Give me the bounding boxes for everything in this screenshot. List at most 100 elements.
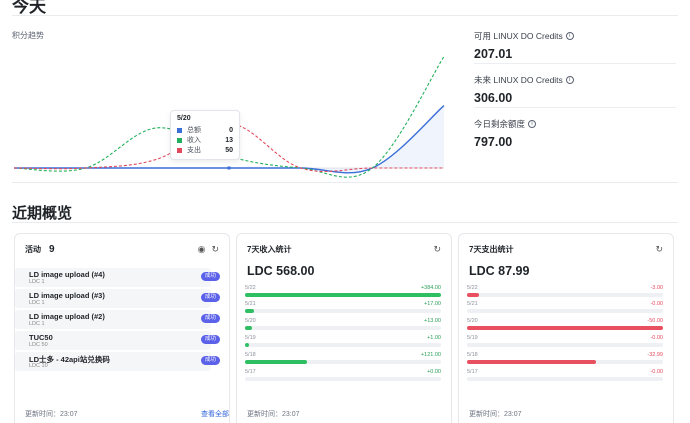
progress-track bbox=[467, 309, 663, 313]
row-date: 5/22 bbox=[467, 285, 478, 291]
eye-icon[interactable]: ◉ bbox=[197, 244, 206, 254]
activity-item-title: TUC50 bbox=[29, 333, 53, 342]
stat-label: 今日剩余额度 bbox=[474, 119, 526, 129]
updated-time: 更新时间：23:07 bbox=[247, 411, 300, 418]
activity-item[interactable]: LD image upload (#3) LDC 1 成功 bbox=[15, 289, 220, 308]
stat-value: 207.01 bbox=[474, 47, 513, 61]
row-amount: +121.00 bbox=[420, 352, 441, 358]
legend-swatch bbox=[177, 127, 182, 133]
tooltip-date: 5/20 bbox=[177, 115, 191, 122]
row-amount: +0.00 bbox=[427, 369, 441, 375]
row-date: 5/22 bbox=[245, 285, 256, 291]
refresh-icon[interactable]: ↻ bbox=[655, 244, 663, 254]
legend-swatch bbox=[177, 137, 182, 143]
row-amount: -0.00 bbox=[650, 301, 663, 307]
progress-fill bbox=[245, 343, 249, 347]
refresh-icon[interactable]: ↻ bbox=[211, 244, 219, 254]
stat-value: 797.00 bbox=[474, 135, 513, 149]
status-badge: 成功 bbox=[201, 335, 220, 344]
row-date: 5/17 bbox=[467, 369, 478, 375]
row-date: 5/20 bbox=[467, 318, 478, 324]
row-amount: +1.00 bbox=[427, 335, 441, 341]
progress-track bbox=[245, 360, 441, 364]
activity-item[interactable]: LD image upload (#4) LDC 1 成功 bbox=[15, 268, 220, 287]
updated-time: 更新时间：23:07 bbox=[25, 411, 78, 418]
info-icon[interactable]: i bbox=[565, 32, 574, 40]
info-icon[interactable]: i bbox=[565, 76, 574, 84]
progress-fill bbox=[467, 360, 597, 364]
progress-fill bbox=[245, 309, 254, 313]
activity-item-amount: LDC 50 bbox=[29, 342, 48, 348]
row-date: 5/19 bbox=[467, 335, 478, 341]
tooltip-series-value: 0 bbox=[229, 126, 233, 134]
stat-divider bbox=[474, 63, 676, 64]
progress-track bbox=[467, 360, 663, 364]
stat-label: 可用 LINUX DO Credits bbox=[474, 31, 563, 41]
stat-divider bbox=[474, 107, 676, 108]
chart-title: 积分趋势 bbox=[12, 31, 44, 40]
tooltip-row: 总额 0 bbox=[177, 125, 233, 135]
row-amount: -50.00 bbox=[647, 318, 663, 324]
section-divider bbox=[12, 222, 678, 223]
card-title: 活动 bbox=[25, 245, 41, 254]
progress-track bbox=[467, 343, 663, 347]
activity-card: 活动 9 ◉ ↻ LD image upload (#4) LDC 1 成功 LD i… bbox=[14, 233, 230, 423]
activity-item-title: LD image upload (#4) bbox=[29, 270, 105, 279]
tooltip-series-name: 支出 bbox=[187, 147, 201, 154]
stat-value: 306.00 bbox=[474, 91, 513, 105]
stat-label: 未来 LINUX DO Credits bbox=[474, 75, 563, 85]
status-badge: 成功 bbox=[201, 356, 220, 365]
status-badge: 成功 bbox=[201, 272, 220, 281]
activity-item-amount: LDC 1 bbox=[29, 279, 45, 285]
progress-track bbox=[245, 343, 441, 347]
view-all-link[interactable]: 查看全部 bbox=[201, 411, 229, 418]
tooltip-series-name: 收入 bbox=[187, 137, 201, 144]
row-amount: +384.00 bbox=[420, 285, 441, 291]
refresh-icon[interactable]: ↻ bbox=[433, 244, 441, 254]
row-amount: -3.00 bbox=[650, 285, 663, 291]
progress-track bbox=[467, 377, 663, 381]
recent-title: 近期概览 bbox=[12, 205, 73, 222]
activity-item-title: LD image upload (#2) bbox=[29, 312, 105, 321]
activity-item-amount: LDC 1 bbox=[29, 300, 45, 306]
income-card: 7天收入统计 ↻ LDC 568.00 5/22 +384.00 5/21 +17.0… bbox=[236, 233, 452, 423]
row-amount: -0.00 bbox=[650, 335, 663, 341]
activity-item-title: LD士多 - 42api站兑换码 bbox=[29, 355, 110, 364]
activity-item[interactable]: LD image upload (#2) LDC 1 成功 bbox=[15, 310, 220, 329]
progress-track bbox=[245, 377, 441, 381]
progress-fill bbox=[245, 293, 441, 297]
status-badge: 成功 bbox=[201, 314, 220, 323]
row-date: 5/18 bbox=[467, 352, 478, 358]
card-title: 7天收入统计 bbox=[247, 245, 292, 254]
row-amount: +17.00 bbox=[424, 301, 441, 307]
progress-fill bbox=[245, 326, 252, 330]
tooltip-row: 收入 13 bbox=[177, 135, 233, 145]
tooltip-series-value: 50 bbox=[225, 146, 233, 154]
progress-fill bbox=[467, 326, 663, 330]
tooltip-row: 支出 50 bbox=[177, 145, 233, 155]
activity-item-amount: LDC 1 bbox=[29, 321, 45, 327]
stat-available: 可用 LINUX DO Credits i 207.01 bbox=[474, 30, 574, 61]
stat-future: 未来 LINUX DO Credits i 306.00 bbox=[474, 74, 574, 105]
progress-track bbox=[467, 293, 663, 297]
page-title: 今天 bbox=[12, 0, 46, 16]
updated-time: 更新时间：23:07 bbox=[469, 411, 522, 418]
expense-total: LDC 87.99 bbox=[469, 264, 530, 278]
chart-tooltip: 5/20 总额 0 收入 13 支出 50 bbox=[170, 110, 240, 160]
row-amount: -32.99 bbox=[647, 352, 663, 358]
row-date: 5/20 bbox=[245, 318, 256, 324]
row-amount: -0.00 bbox=[650, 369, 663, 375]
status-badge: 成功 bbox=[201, 293, 220, 302]
row-date: 5/18 bbox=[245, 352, 256, 358]
row-date: 5/19 bbox=[245, 335, 256, 341]
activity-item[interactable]: TUC50 LDC 50 成功 bbox=[15, 331, 220, 350]
row-amount: +13.00 bbox=[424, 318, 441, 324]
activity-item-title: LD image upload (#3) bbox=[29, 291, 105, 300]
data-point[interactable] bbox=[227, 166, 231, 170]
activity-item[interactable]: LD士多 - 42api站兑换码 LDC 10 成功 bbox=[15, 352, 220, 371]
info-icon[interactable]: i bbox=[528, 120, 537, 128]
progress-track bbox=[245, 293, 441, 297]
activity-count: 9 bbox=[49, 244, 55, 255]
activity-item-amount: LDC 10 bbox=[29, 363, 48, 369]
series-area-total bbox=[14, 105, 444, 173]
